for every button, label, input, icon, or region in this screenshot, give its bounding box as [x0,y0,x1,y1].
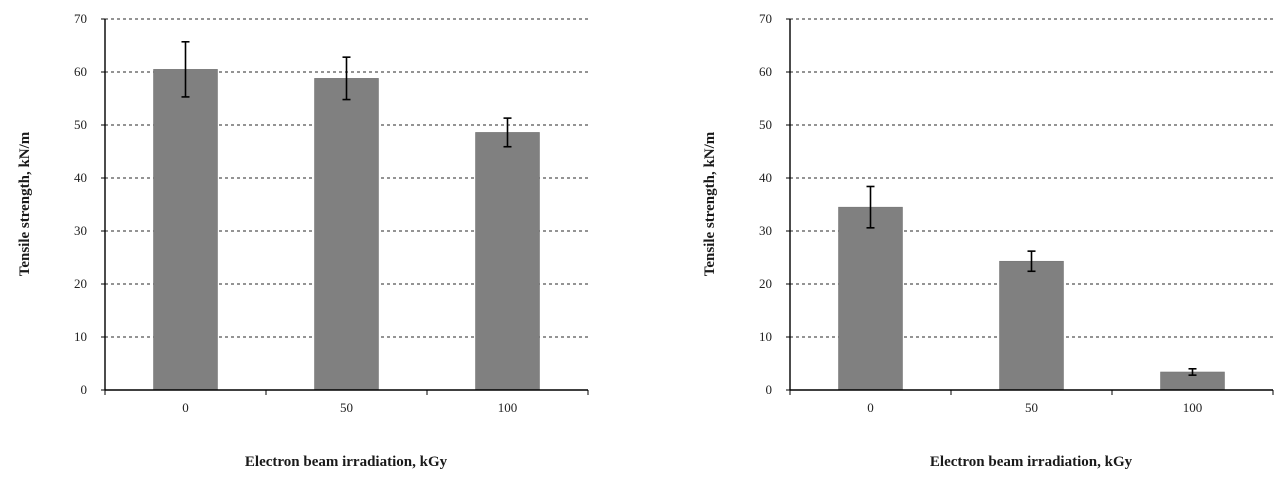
bar-50 [314,78,379,391]
y-tick-label: 40 [74,170,87,185]
y-tick-label: 0 [766,382,773,397]
x-axis-title: Electron beam irradiation, kGy [930,454,1133,470]
x-tick-label: 100 [498,400,518,415]
bar-100 [475,132,540,391]
y-tick-label: 70 [759,11,772,26]
bar-0 [153,69,218,391]
y-tick-label: 60 [759,64,772,79]
y-tick-label: 30 [759,223,772,238]
y-tick-label: 50 [74,117,87,132]
bar-50 [999,260,1064,391]
y-axis-title: Tensile strength, kN/m [702,131,718,276]
x-tick-label: 0 [182,400,189,415]
y-tick-label: 20 [74,276,87,291]
y-tick-label: 60 [74,64,87,79]
chart-right: Electron beam irradiation, kGy Tensile s… [702,11,1274,470]
bar-0 [838,206,903,391]
x-tick-label: 0 [867,400,874,415]
y-tick-label: 20 [759,276,772,291]
y-tick-label: 40 [759,170,772,185]
y-tick-label: 10 [74,329,87,344]
y-tick-label: 70 [74,11,87,26]
y-tick-label: 50 [759,117,772,132]
y-tick-label: 0 [81,382,88,397]
x-tick-label: 50 [1025,400,1038,415]
x-axis-title: Electron beam irradiation, kGy [245,454,448,470]
chart-left: Electron beam irradiation, kGy Tensile s… [17,11,589,470]
y-tick-label: 30 [74,223,87,238]
x-tick-label: 100 [1183,400,1203,415]
x-tick-label: 50 [340,400,353,415]
y-tick-label: 10 [759,329,772,344]
y-axis-title: Tensile strength, kN/m [17,131,33,276]
